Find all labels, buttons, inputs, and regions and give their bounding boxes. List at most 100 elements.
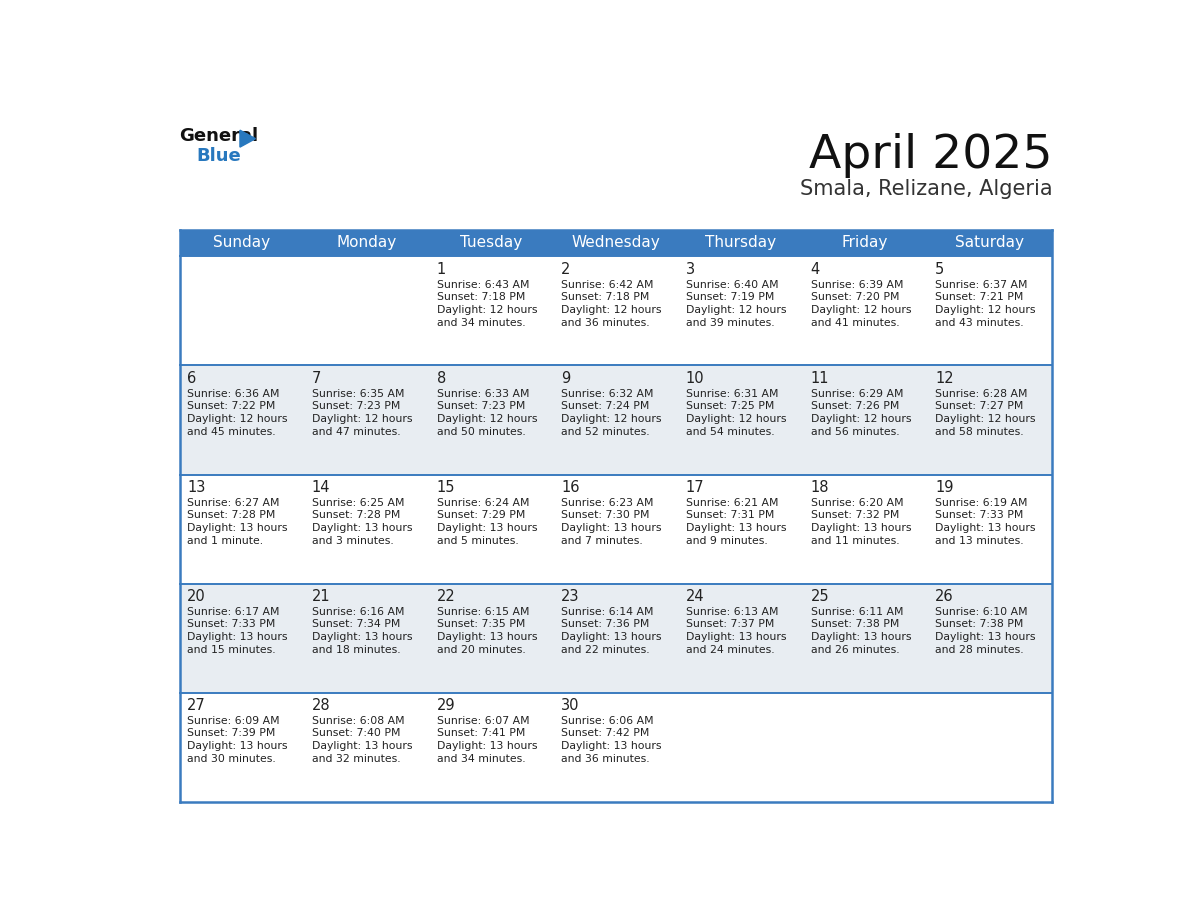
Text: Monday: Monday	[336, 236, 397, 251]
Text: 13: 13	[188, 480, 206, 495]
Text: Tuesday: Tuesday	[460, 236, 523, 251]
Text: Thursday: Thursday	[704, 236, 776, 251]
Text: and 56 minutes.: and 56 minutes.	[810, 427, 899, 437]
Text: 15: 15	[436, 480, 455, 495]
Text: Sunset: 7:26 PM: Sunset: 7:26 PM	[810, 401, 899, 411]
Text: Sunrise: 6:14 AM: Sunrise: 6:14 AM	[561, 607, 653, 617]
Text: Sunrise: 6:28 AM: Sunrise: 6:28 AM	[935, 388, 1028, 398]
Text: Sunset: 7:33 PM: Sunset: 7:33 PM	[188, 620, 276, 630]
Text: Sunrise: 6:21 AM: Sunrise: 6:21 AM	[685, 498, 778, 508]
Text: Friday: Friday	[842, 236, 889, 251]
Text: Sunrise: 6:15 AM: Sunrise: 6:15 AM	[436, 607, 529, 617]
Text: Daylight: 12 hours: Daylight: 12 hours	[685, 414, 786, 424]
Text: Sunrise: 6:07 AM: Sunrise: 6:07 AM	[436, 716, 529, 726]
Text: and 50 minutes.: and 50 minutes.	[436, 427, 525, 437]
Text: 8: 8	[436, 371, 446, 386]
Text: 30: 30	[561, 698, 580, 713]
Text: Sunrise: 6:31 AM: Sunrise: 6:31 AM	[685, 388, 778, 398]
Text: Sunrise: 6:32 AM: Sunrise: 6:32 AM	[561, 388, 653, 398]
Text: Daylight: 13 hours: Daylight: 13 hours	[436, 633, 537, 642]
Text: Daylight: 12 hours: Daylight: 12 hours	[685, 305, 786, 315]
Text: and 52 minutes.: and 52 minutes.	[561, 427, 650, 437]
Text: Daylight: 13 hours: Daylight: 13 hours	[436, 523, 537, 533]
Text: Daylight: 13 hours: Daylight: 13 hours	[561, 741, 662, 751]
Text: Saturday: Saturday	[955, 236, 1024, 251]
Text: 25: 25	[810, 589, 829, 604]
Text: and 45 minutes.: and 45 minutes.	[188, 427, 276, 437]
Text: Sunset: 7:18 PM: Sunset: 7:18 PM	[561, 292, 650, 302]
Text: 9: 9	[561, 371, 570, 386]
Text: and 58 minutes.: and 58 minutes.	[935, 427, 1024, 437]
Text: and 36 minutes.: and 36 minutes.	[561, 318, 650, 328]
Text: Sunset: 7:32 PM: Sunset: 7:32 PM	[810, 510, 899, 521]
Text: 10: 10	[685, 371, 704, 386]
Text: Daylight: 13 hours: Daylight: 13 hours	[188, 633, 287, 642]
Bar	[179, 230, 1053, 256]
Text: 3: 3	[685, 262, 695, 277]
Text: Sunset: 7:42 PM: Sunset: 7:42 PM	[561, 728, 650, 738]
Text: Sunset: 7:20 PM: Sunset: 7:20 PM	[810, 292, 899, 302]
Text: Sunrise: 6:19 AM: Sunrise: 6:19 AM	[935, 498, 1028, 508]
Text: Sunrise: 6:20 AM: Sunrise: 6:20 AM	[810, 498, 903, 508]
Text: Sunset: 7:34 PM: Sunset: 7:34 PM	[312, 620, 400, 630]
Text: Sunrise: 6:08 AM: Sunrise: 6:08 AM	[312, 716, 405, 726]
Text: Daylight: 12 hours: Daylight: 12 hours	[935, 305, 1036, 315]
Text: 24: 24	[685, 589, 704, 604]
Text: Sunset: 7:25 PM: Sunset: 7:25 PM	[685, 401, 775, 411]
Text: Sunrise: 6:06 AM: Sunrise: 6:06 AM	[561, 716, 653, 726]
Text: Daylight: 13 hours: Daylight: 13 hours	[685, 633, 786, 642]
Text: Sunset: 7:19 PM: Sunset: 7:19 PM	[685, 292, 775, 302]
Text: and 3 minutes.: and 3 minutes.	[312, 536, 393, 545]
Text: and 13 minutes.: and 13 minutes.	[935, 536, 1024, 545]
Text: Daylight: 13 hours: Daylight: 13 hours	[810, 523, 911, 533]
Text: Sunrise: 6:11 AM: Sunrise: 6:11 AM	[810, 607, 903, 617]
Text: 20: 20	[188, 589, 206, 604]
Text: Sunrise: 6:09 AM: Sunrise: 6:09 AM	[188, 716, 280, 726]
Text: Sunset: 7:35 PM: Sunset: 7:35 PM	[436, 620, 525, 630]
Text: Daylight: 13 hours: Daylight: 13 hours	[312, 741, 412, 751]
Text: Daylight: 13 hours: Daylight: 13 hours	[935, 633, 1036, 642]
Text: and 20 minutes.: and 20 minutes.	[436, 644, 525, 655]
Text: and 26 minutes.: and 26 minutes.	[810, 644, 899, 655]
Text: 18: 18	[810, 480, 829, 495]
Text: Daylight: 13 hours: Daylight: 13 hours	[188, 741, 287, 751]
Text: and 39 minutes.: and 39 minutes.	[685, 318, 775, 328]
Text: 22: 22	[436, 589, 455, 604]
Text: Sunrise: 6:23 AM: Sunrise: 6:23 AM	[561, 498, 653, 508]
Text: Sunset: 7:23 PM: Sunset: 7:23 PM	[436, 401, 525, 411]
Text: and 1 minute.: and 1 minute.	[188, 536, 264, 545]
Text: and 15 minutes.: and 15 minutes.	[188, 644, 276, 655]
Bar	[179, 692, 1053, 801]
Text: and 28 minutes.: and 28 minutes.	[935, 644, 1024, 655]
Text: Sunset: 7:22 PM: Sunset: 7:22 PM	[188, 401, 276, 411]
Text: Sunrise: 6:40 AM: Sunrise: 6:40 AM	[685, 280, 778, 289]
Text: Sunrise: 6:37 AM: Sunrise: 6:37 AM	[935, 280, 1028, 289]
Text: April 2025: April 2025	[809, 133, 1053, 178]
Text: Daylight: 12 hours: Daylight: 12 hours	[810, 305, 911, 315]
Text: Sunset: 7:24 PM: Sunset: 7:24 PM	[561, 401, 650, 411]
Text: Sunset: 7:39 PM: Sunset: 7:39 PM	[188, 728, 276, 738]
Text: and 34 minutes.: and 34 minutes.	[436, 318, 525, 328]
Text: Sunset: 7:30 PM: Sunset: 7:30 PM	[561, 510, 650, 521]
Text: and 11 minutes.: and 11 minutes.	[810, 536, 899, 545]
Text: Daylight: 13 hours: Daylight: 13 hours	[935, 523, 1036, 533]
Text: 26: 26	[935, 589, 954, 604]
Text: Sunrise: 6:42 AM: Sunrise: 6:42 AM	[561, 280, 653, 289]
Text: Daylight: 12 hours: Daylight: 12 hours	[312, 414, 412, 424]
Text: Daylight: 12 hours: Daylight: 12 hours	[188, 414, 287, 424]
Text: 4: 4	[810, 262, 820, 277]
Text: Sunset: 7:27 PM: Sunset: 7:27 PM	[935, 401, 1024, 411]
Bar	[179, 256, 1053, 365]
Text: Daylight: 13 hours: Daylight: 13 hours	[312, 633, 412, 642]
Text: 12: 12	[935, 371, 954, 386]
Text: Daylight: 13 hours: Daylight: 13 hours	[561, 523, 662, 533]
Text: 1: 1	[436, 262, 446, 277]
Text: Daylight: 13 hours: Daylight: 13 hours	[312, 523, 412, 533]
Text: 7: 7	[312, 371, 321, 386]
Text: 16: 16	[561, 480, 580, 495]
Text: and 43 minutes.: and 43 minutes.	[935, 318, 1024, 328]
Text: and 30 minutes.: and 30 minutes.	[188, 754, 276, 764]
Text: 21: 21	[312, 589, 330, 604]
Text: Sunset: 7:33 PM: Sunset: 7:33 PM	[935, 510, 1024, 521]
Text: Sunset: 7:36 PM: Sunset: 7:36 PM	[561, 620, 650, 630]
